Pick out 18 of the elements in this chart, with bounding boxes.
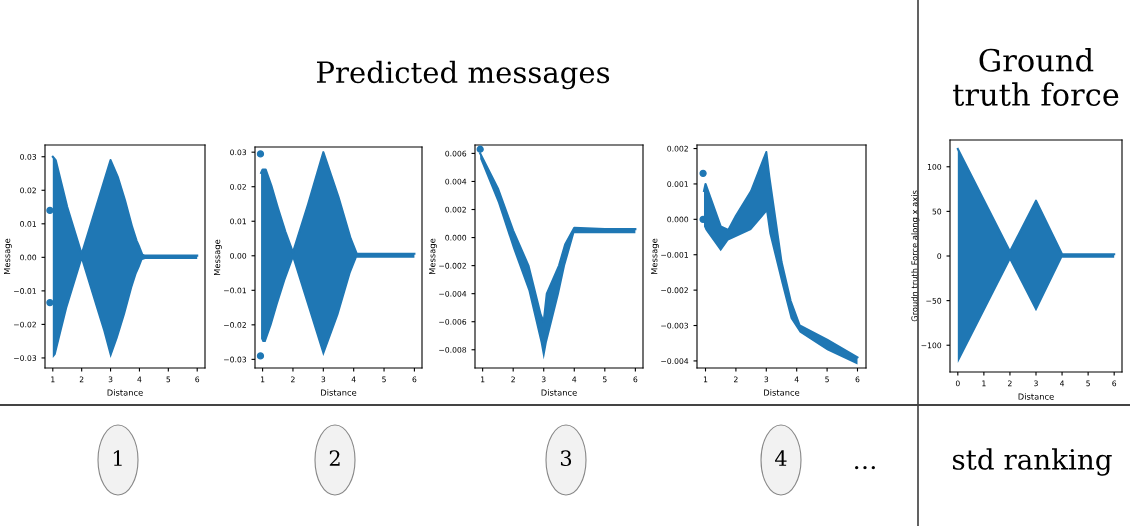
x-axis-title: Distance (1018, 393, 1054, 400)
text: 2 (329, 450, 340, 466)
text: Predicted messages (316, 60, 610, 90)
text: … (855, 465, 875, 470)
x-axis-title: Distance (541, 389, 577, 396)
y-axis-title: Message (429, 238, 438, 274)
text: 1 (113, 450, 122, 466)
y-axis-title: Message (651, 238, 660, 274)
x-axis-title: Distance (764, 389, 800, 396)
y-axis-title: Groudn truth Force along x axis (911, 190, 920, 322)
text: std ranking (952, 448, 1112, 476)
text: 3 (560, 450, 572, 467)
y-axis-title: Message (4, 238, 12, 274)
text: 4 (775, 450, 787, 466)
x-axis-title: Distance (107, 389, 143, 396)
x-axis-title: Distance (321, 389, 357, 396)
chart-title: Ground truth force (953, 48, 1119, 106)
y-axis-title: Message (214, 239, 222, 275)
